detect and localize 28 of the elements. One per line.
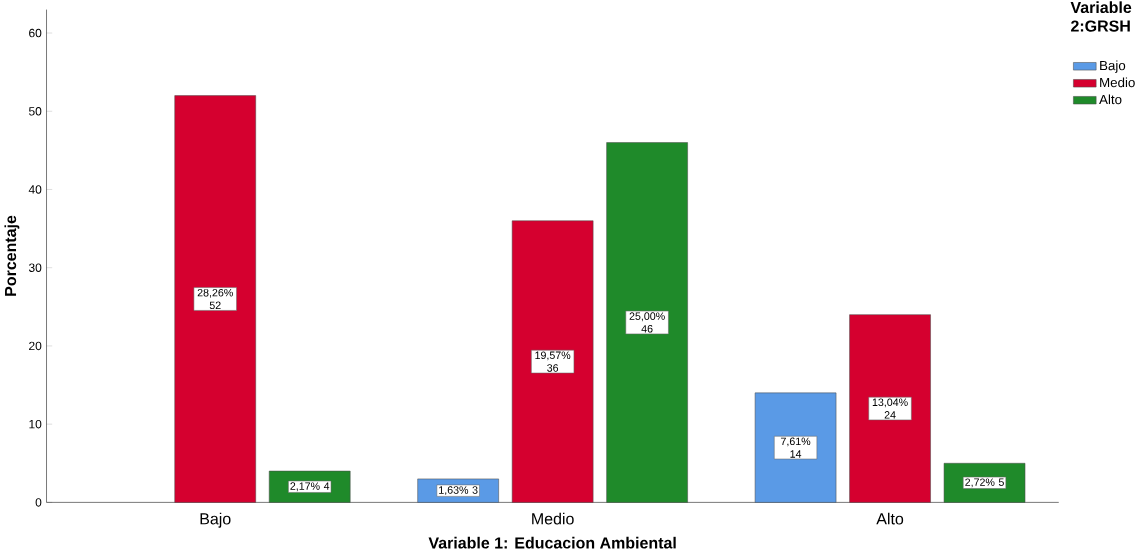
y-axis-title: Porcentaje	[4, 215, 20, 296]
x-tick-label: Alto	[876, 512, 904, 525]
data-label: 7,61% 14	[781, 437, 811, 458]
x-axis-title: Variable 1: Educacion Ambiental	[428, 536, 676, 549]
y-tick-label: 60	[29, 28, 42, 38]
bar	[606, 142, 688, 503]
y-tick-label: 20	[29, 341, 42, 351]
x-tick-label: Bajo	[200, 512, 231, 528]
y-tick-label: 30	[28, 263, 42, 272]
y-tick-label: 40	[28, 185, 42, 194]
legend-title: Variable 2:GRSH	[1070, 1, 1132, 32]
legend-label: Alto	[1099, 94, 1122, 105]
data-label: 1,63% 3	[439, 486, 478, 496]
y-tick-label: 0	[35, 498, 42, 507]
bar	[174, 95, 256, 503]
bar	[511, 220, 594, 503]
data-label: 25,00% 46	[629, 312, 665, 333]
data-label: 19,57% 36	[535, 351, 571, 372]
bar	[849, 314, 931, 503]
data-label: 28,26% 52	[197, 288, 233, 310]
legend-label: Medio	[1100, 77, 1135, 88]
y-tick-label: 50	[28, 107, 42, 116]
y-tick-label: 10	[29, 419, 42, 429]
legend-label: Bajo	[1100, 60, 1126, 73]
data-label: 2,72% 5	[965, 478, 1004, 488]
data-label: 2,17% 4	[290, 482, 330, 492]
x-tick-label: Medio	[532, 512, 574, 525]
data-label: 13,04% 24	[872, 398, 908, 419]
